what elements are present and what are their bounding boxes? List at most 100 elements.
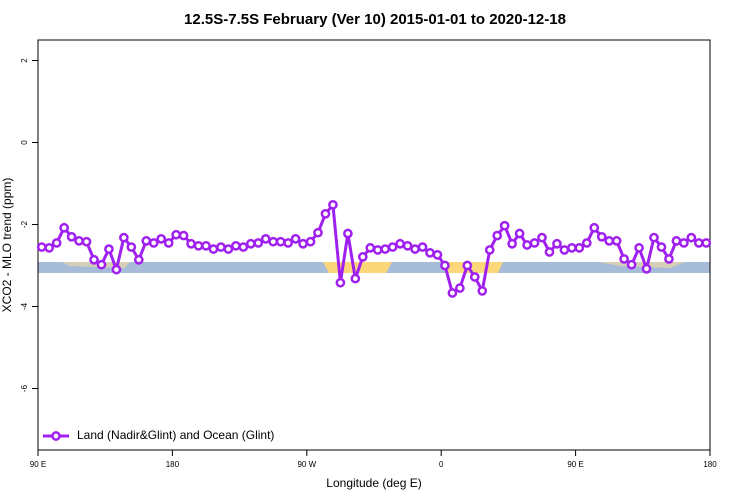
data-point [268,236,279,247]
data-point [313,227,323,238]
data-point [223,244,234,254]
data-point [51,238,62,248]
data-point [567,243,577,253]
data-point [626,259,637,270]
data-point [679,238,689,248]
data-point [365,243,376,253]
data-point [664,254,674,264]
data-point [298,238,308,249]
y-tick-label: 2 [20,58,29,63]
data-point [425,247,435,258]
data-point [462,260,473,271]
data-point [395,238,405,249]
y-tick-label: -6 [20,384,29,392]
data-point [499,220,510,231]
data-point [328,199,338,210]
data-point [552,238,562,249]
data-point [74,236,84,246]
data-point [104,244,114,254]
data-point [447,288,458,298]
data-point [216,242,226,252]
data-point [596,231,607,242]
data-point [81,236,92,247]
x-tick-label: 0 [439,460,444,469]
data-point [320,208,331,219]
x-tick-label: 180 [703,460,717,469]
data-point [96,259,107,270]
land-patch [444,262,503,273]
data-point [581,238,592,248]
data-point [455,283,465,293]
data-point [141,236,152,246]
data-point [387,242,398,252]
data-point [686,232,697,243]
data-point [649,232,659,243]
y-axis-title: XCO2 - MLO trend (ppm) [0,178,14,313]
data-point [119,232,129,243]
data-point [402,240,413,251]
chart-title: 12.5S-7.5S February (Ver 10) 2015-01-01 … [184,11,566,28]
data-point [208,244,219,254]
data-point [492,230,503,241]
data-point [163,238,174,248]
data-point [178,230,189,241]
data-point [671,236,682,246]
data-point [432,249,443,260]
data-point [574,243,585,253]
data-point [36,242,47,252]
data-point [343,228,353,239]
data-point [260,234,271,244]
data-point [186,238,196,249]
data-point [634,243,644,253]
data-point [410,244,420,254]
data-point [604,236,615,246]
data-point [417,242,428,252]
data-point [469,272,480,282]
data-point [133,254,144,265]
data-point [484,245,495,255]
data-point [231,240,241,251]
data-point [477,286,488,296]
data-point [59,222,69,233]
data-point [156,234,167,244]
data-point [514,228,525,239]
data-point [171,229,181,240]
data-point [372,245,383,255]
data-point [440,260,450,271]
data-point [275,236,286,247]
data-point [693,238,704,248]
data-point [619,254,629,264]
data-point [148,238,159,248]
y-tick-label: 0 [20,140,29,145]
data-point [380,244,391,254]
data-point [44,243,55,253]
data-point [544,247,555,257]
data-point [66,231,77,242]
x-tick-label: 90 W [297,460,316,469]
x-axis-title: Longitude (deg E) [326,476,421,490]
data-point [529,238,540,248]
y-tick-label: -4 [20,302,29,310]
data-point [305,236,316,247]
data-point [656,242,667,252]
data-point [238,242,249,252]
data-point [126,242,137,252]
data-point [253,238,264,248]
data-point [193,240,204,251]
data-point [89,254,99,265]
data-point [290,234,301,244]
data-point [350,273,361,284]
data-point [589,222,600,233]
data-point [641,263,652,274]
data-point [201,240,211,251]
data-point [357,252,368,262]
land-patch [598,262,685,268]
data-point [111,264,122,275]
data-point [283,238,293,248]
data-point [701,238,712,248]
y-tick-label: -2 [20,220,29,228]
data-point [245,238,256,249]
data-point [335,277,346,288]
data-point [522,240,532,250]
